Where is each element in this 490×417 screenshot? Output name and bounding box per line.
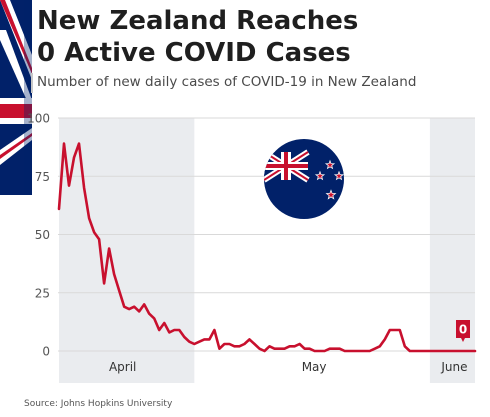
southern-cross-star-1 xyxy=(324,159,336,170)
y-tick-label-0: 0 xyxy=(42,345,50,359)
new-zealand-flag-icon xyxy=(264,139,345,219)
y-tick-label-25: 25 xyxy=(35,286,50,300)
end-label-value: 0 xyxy=(459,323,467,337)
x-tick-label-june: June xyxy=(440,360,467,374)
subtitle-accent-bar xyxy=(31,73,33,93)
source-note: Source: Johns Hopkins University xyxy=(24,399,173,409)
y-tick-label-75: 75 xyxy=(35,170,50,184)
y-tick-label-100: 100 xyxy=(27,112,50,126)
month-band-2 xyxy=(429,118,475,383)
x-tick-label-april: April xyxy=(109,360,136,374)
chart-title-line-1: New Zealand Reaches xyxy=(37,6,359,36)
southern-cross-star-2 xyxy=(314,170,326,181)
x-tick-label-may: May xyxy=(302,360,327,374)
month-band-1 xyxy=(59,118,195,383)
series-line-new-cases xyxy=(57,142,477,353)
y-tick-label-50: 50 xyxy=(35,228,50,242)
chart-subtitle: Number of new daily cases of COVID-19 in… xyxy=(37,74,417,90)
southern-cross-star-4 xyxy=(325,189,337,200)
union-jack-corner-graphic xyxy=(0,0,32,195)
end-label-badge xyxy=(456,320,470,342)
chart-title-line-2: 0 Active COVID Cases xyxy=(37,38,351,68)
southern-cross-star-3 xyxy=(333,170,345,181)
